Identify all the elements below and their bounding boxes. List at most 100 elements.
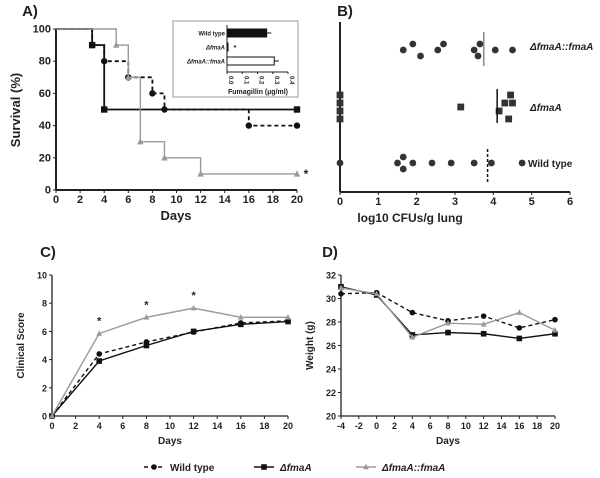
inset-x-label: Fumagillin (µg/ml): [228, 89, 288, 96]
survival-point: [113, 41, 120, 48]
y-tick-label: 10: [37, 271, 47, 281]
x-tick-label: 6: [125, 194, 131, 206]
significance-asterisk: *: [304, 167, 309, 181]
survival-point: [245, 122, 252, 129]
series-line-1: [51, 320, 289, 417]
significance-asterisk: *: [144, 299, 149, 311]
group-label: ΔfmaA::fmaA: [529, 42, 593, 53]
series-point: [516, 309, 523, 315]
cfu-point: [336, 159, 344, 167]
x-tick-label: 4: [490, 196, 497, 208]
x-tick-label: 4: [101, 194, 108, 206]
series-point: [143, 314, 150, 320]
cfu-point: [476, 40, 484, 48]
x-tick-label: 18: [267, 194, 279, 206]
survival-point: [125, 73, 132, 80]
panel-label-a: A): [22, 3, 38, 20]
inset-tick-label: 0.0: [227, 76, 233, 85]
cfu-point: [507, 91, 514, 99]
survival-point: [293, 122, 301, 129]
x-tick-label: 12: [479, 421, 489, 431]
cfu-point: [428, 159, 436, 167]
x-tick-label: 8: [144, 421, 149, 431]
inset-tick-label: 0.2: [258, 76, 264, 85]
series-point: [190, 304, 197, 311]
series-point: [338, 284, 344, 291]
inset-bar: [226, 28, 268, 38]
series-point: [285, 318, 291, 325]
significance-asterisk: *: [97, 316, 102, 328]
x-tick-label: 10: [170, 194, 182, 206]
x-tick-label: 2: [73, 421, 78, 431]
legend-marker: [363, 463, 369, 470]
y-tick-label: 8: [42, 299, 47, 309]
cfu-point: [336, 99, 344, 107]
series-point: [552, 316, 558, 323]
x-axis-label-c: Days: [158, 436, 182, 447]
y-tick-label: 26: [326, 341, 336, 351]
series-point: [238, 314, 244, 320]
x-tick-label: 20: [283, 421, 293, 431]
x-tick-label: 18: [532, 421, 542, 431]
y-tick-label: 0: [42, 412, 47, 422]
x-tick-label: 14: [212, 421, 222, 431]
y-tick-label: 20: [39, 152, 51, 164]
survival-point: [88, 41, 96, 49]
y-tick-label: 24: [326, 365, 336, 375]
inset-bar: [226, 42, 229, 52]
x-tick-label: 20: [550, 421, 560, 431]
cfu-point: [505, 115, 513, 123]
y-tick-label: 60: [39, 88, 51, 100]
x-tick-label: 10: [461, 421, 471, 431]
series-point: [409, 333, 416, 340]
group-label: Wild type: [528, 159, 573, 170]
series-point: [143, 342, 150, 349]
series-point: [480, 321, 487, 327]
cfu-point: [501, 99, 509, 107]
series-line-2: [51, 307, 288, 417]
x-tick-label: 12: [194, 194, 206, 206]
y-axis-label-a: Survival (%): [8, 73, 23, 147]
x-tick-label: 3: [452, 196, 458, 208]
x-tick-label: 10: [165, 421, 175, 431]
series-point: [480, 313, 487, 319]
series-point: [480, 330, 487, 337]
x-tick-label: 16: [243, 194, 255, 206]
cfu-point: [399, 46, 407, 54]
legend-label: ΔfmaA: [279, 463, 312, 474]
inset-bar: [226, 56, 275, 66]
y-tick-label: 0: [45, 185, 51, 197]
x-tick-label: 6: [567, 196, 573, 208]
survival-point: [161, 154, 168, 161]
cfu-point: [447, 159, 455, 167]
series-point: [96, 351, 102, 357]
y-tick-label: 6: [42, 327, 47, 337]
x-tick-label: 16: [514, 421, 524, 431]
series-point: [516, 325, 523, 331]
inset-tick-label: 0.3: [273, 76, 279, 85]
x-tick-label: 6: [428, 421, 433, 431]
inset-tick-label: 0.1: [242, 76, 248, 85]
series-point: [445, 319, 451, 326]
x-tick-label: 14: [219, 194, 232, 206]
legend-marker: [261, 464, 267, 470]
cfu-point: [417, 52, 424, 60]
inset-category-label: ΔfmaA: [205, 46, 225, 52]
x-tick-label: 14: [496, 421, 506, 431]
y-tick-label: 80: [39, 56, 51, 68]
x-tick-label: 16: [236, 421, 246, 431]
x-tick-label: 0: [49, 421, 54, 431]
cfu-point: [440, 40, 447, 48]
x-tick-label: 1: [375, 196, 381, 208]
series-point: [338, 291, 344, 297]
y-axis-label-d: Weight (g): [305, 321, 316, 370]
cfu-point: [336, 91, 344, 99]
cfu-point: [509, 46, 516, 54]
cfu-point: [470, 159, 478, 167]
cfu-point: [399, 165, 407, 173]
x-tick-label: 2: [414, 196, 420, 208]
cfu-point: [399, 153, 407, 161]
series-point: [552, 330, 558, 337]
cfu-point: [495, 107, 503, 115]
